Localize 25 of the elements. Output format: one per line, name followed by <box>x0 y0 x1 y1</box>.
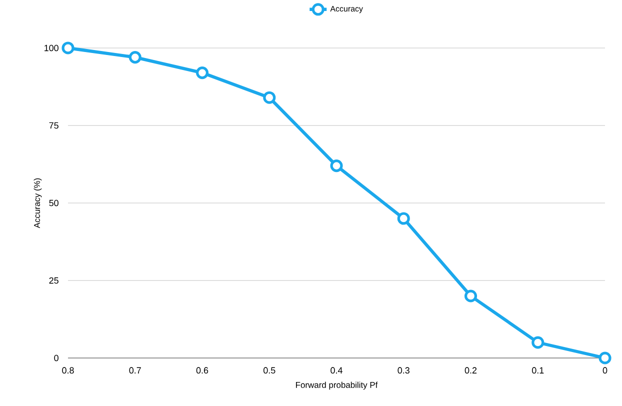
point <box>464 290 478 302</box>
y-tick-label: 100 <box>44 44 58 52</box>
x-tick-label: 0.2 <box>464 367 477 374</box>
x-tick-label: 0.3 <box>398 367 410 374</box>
y-tick-label: 25 <box>49 277 58 284</box>
x-tick-label: 0.6 <box>196 367 208 374</box>
x-tick-label: 0.7 <box>129 367 141 374</box>
x-tick-label: 0.5 <box>263 367 276 374</box>
y-tick-label: 75 <box>49 122 58 129</box>
point <box>62 42 74 54</box>
y-tick-label: 0 <box>54 354 58 362</box>
point <box>598 352 612 364</box>
x-tick-label: 0 <box>602 367 608 374</box>
point <box>128 51 142 64</box>
point <box>397 212 410 225</box>
x-tick-label: 0.1 <box>532 367 544 374</box>
point <box>330 160 343 172</box>
point <box>263 91 276 104</box>
y-tick-label: 50 <box>49 200 58 206</box>
x-axis-title: Forward probability Pf <box>296 382 378 390</box>
y-axis-title: Accuracy (%) <box>34 178 42 228</box>
x-tick-label: 0.4 <box>330 367 342 374</box>
x-tick-label: 0.8 <box>62 367 74 374</box>
point <box>532 336 544 349</box>
point <box>196 66 209 80</box>
